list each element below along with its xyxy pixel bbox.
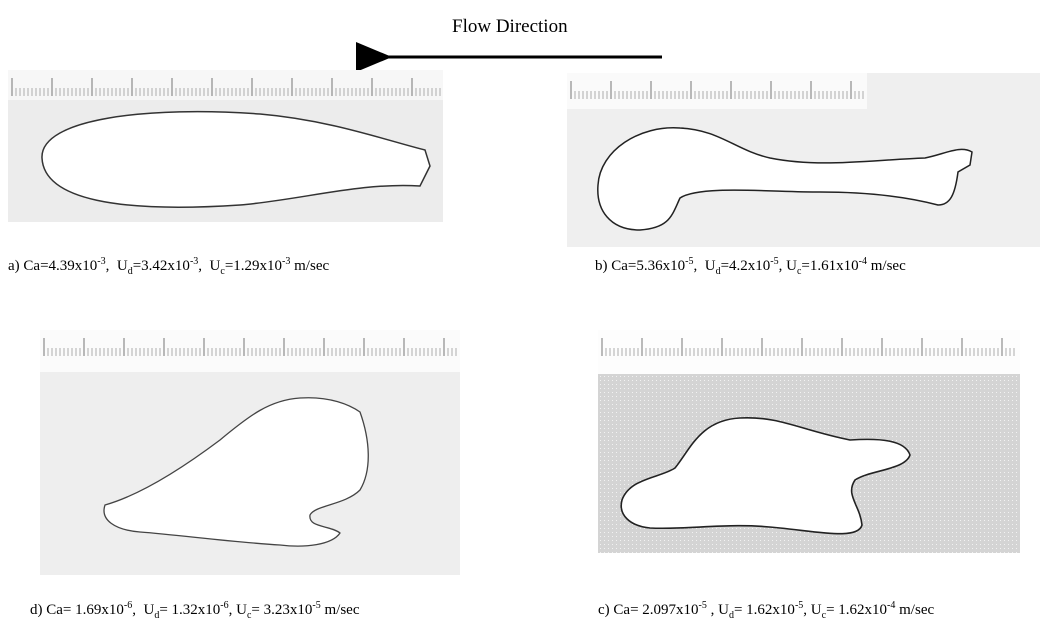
caption: c) Ca= 2.097x10-5 , Ud= 1.62x10-5, Uc= 1… (598, 600, 934, 621)
caption-sup: -5 (698, 600, 707, 611)
caption: b) Ca=5.36x10-5, Ud=4.2x10-5, Uc=1.61x10… (595, 256, 906, 277)
caption-sub: c (796, 266, 802, 277)
caption-sub: d (728, 610, 734, 621)
ruler-ticks (11, 78, 441, 96)
caption-text: = 1.62x10 (826, 602, 888, 618)
caption-text: d) Ca= 1.69x10 (30, 602, 124, 618)
caption-sup: -5 (770, 256, 779, 267)
panel-d-image (40, 330, 460, 575)
caption-sup: -3 (189, 256, 199, 267)
caption-text: a) Ca=4.39x10 (8, 258, 98, 274)
caption-sup: -3 (97, 256, 106, 267)
caption-text: , U (778, 258, 797, 274)
caption-sup: -3 (282, 256, 291, 267)
caption-text: =1.29x10 (224, 258, 283, 274)
caption-text: m/sec (866, 258, 906, 274)
caption-text: = 3.23x10 (251, 602, 313, 618)
caption-text: =4.2x10 (720, 258, 771, 274)
caption-text: , U (198, 258, 221, 274)
ruler-ticks (570, 81, 864, 99)
caption-text: , U (693, 258, 716, 274)
caption-text: m/sec (895, 602, 935, 618)
panel-c-image (598, 330, 1020, 553)
caption-sub: c (246, 610, 252, 621)
caption-sup: -5 (794, 600, 804, 611)
caption-text: , U (803, 602, 822, 618)
caption-sub: d (127, 266, 133, 277)
panel-b-image (567, 73, 1040, 247)
ruler-ticks (601, 338, 1015, 356)
caption-sub: c (821, 610, 827, 621)
caption-text: m/sec (290, 258, 330, 274)
caption-text: , U (132, 602, 155, 618)
caption-text: , U (105, 258, 128, 274)
caption-text: , U (228, 602, 247, 618)
ruler-ticks (43, 338, 457, 356)
caption-text: , U (706, 602, 729, 618)
caption-sub: d (154, 610, 160, 621)
caption-sup: -5 (312, 600, 321, 611)
panel-a-image (8, 70, 443, 222)
caption-text: m/sec (320, 602, 360, 618)
caption-text: c) Ca= 2.097x10 (598, 602, 699, 618)
caption-text: b) Ca=5.36x10 (595, 258, 686, 274)
caption-text: =1.61x10 (801, 258, 859, 274)
caption: a) Ca=4.39x10-3, Ud=3.42x10-3, Uc=1.29x1… (8, 256, 329, 277)
caption-sup: -4 (887, 600, 896, 611)
caption-sup: -4 (858, 256, 867, 267)
caption-text: =3.42x10 (132, 258, 190, 274)
caption-sub: d (715, 266, 721, 277)
caption-sub: c (220, 266, 225, 277)
caption: d) Ca= 1.69x10-6, Ud= 1.32x10-6, Uc= 3.2… (30, 600, 359, 621)
caption-sup: -5 (685, 256, 694, 267)
caption-sup: -6 (123, 600, 133, 611)
caption-text: = 1.32x10 (159, 602, 221, 618)
caption-sup: -6 (220, 600, 229, 611)
caption-text: = 1.62x10 (733, 602, 795, 618)
figure-title: Flow Direction (452, 16, 568, 37)
